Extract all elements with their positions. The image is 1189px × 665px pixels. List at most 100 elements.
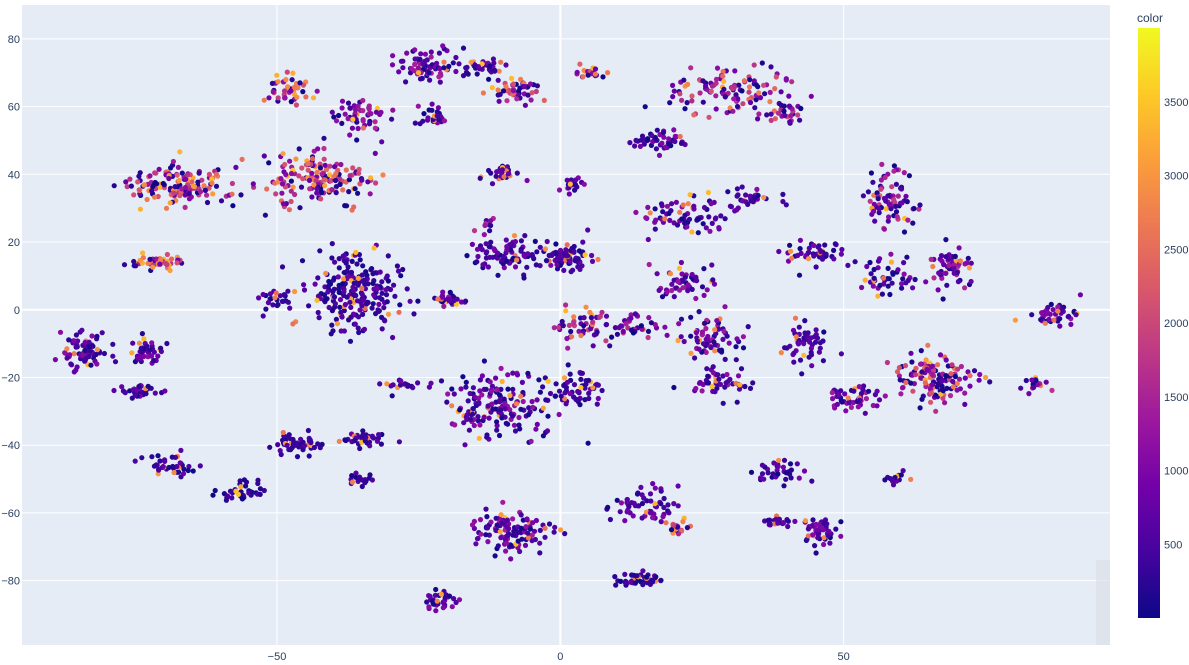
scatter-point	[476, 401, 482, 407]
scatter-point	[929, 363, 936, 369]
scatter-point	[349, 258, 355, 264]
scatter-point	[71, 351, 77, 357]
scatter-point	[162, 388, 168, 394]
scatter-point	[958, 363, 965, 370]
scatter-point	[94, 333, 100, 339]
scatter-point	[441, 118, 448, 124]
scatter-point	[229, 180, 235, 187]
scatter-point	[943, 270, 949, 276]
scatter-point	[936, 270, 942, 276]
scatter-point	[517, 426, 523, 432]
scatter-point	[811, 334, 818, 340]
scatter-point	[983, 374, 989, 381]
scatter-point	[650, 515, 656, 521]
scatter-point	[151, 357, 157, 364]
scatter-point	[394, 263, 400, 269]
scatter-point	[336, 112, 342, 119]
scatter-point	[573, 396, 579, 403]
scatter-point	[169, 256, 175, 262]
scatter-point	[597, 313, 604, 319]
scatter-point	[368, 111, 374, 117]
scatter-point	[71, 369, 77, 375]
scatter-point	[660, 130, 667, 136]
scatter-point	[590, 319, 596, 325]
scatter-point	[932, 392, 939, 398]
scatter-point	[542, 525, 548, 531]
scatter-point	[557, 253, 563, 259]
scatter-point	[798, 250, 804, 256]
scatter-point	[149, 454, 155, 460]
scatter-point	[971, 368, 978, 374]
scatter-point	[499, 378, 505, 385]
scatter-point	[477, 377, 483, 383]
scatter-point	[732, 68, 738, 74]
scatter-point	[704, 366, 710, 372]
scatter-point	[1055, 318, 1061, 324]
scatter-point	[278, 176, 284, 182]
scatter-point	[675, 279, 681, 285]
scatter-point	[579, 370, 586, 376]
scatter-point	[526, 405, 532, 411]
scatter-point	[64, 355, 70, 361]
scatter-point	[407, 298, 413, 304]
scatter-point	[317, 248, 323, 254]
scatter-point	[296, 173, 302, 179]
scatter-point	[189, 179, 195, 185]
scatter-point	[780, 464, 787, 470]
scatter-point	[646, 261, 652, 268]
scatter-point	[860, 193, 867, 199]
scatter-point	[571, 320, 577, 326]
scatter-point	[378, 109, 384, 115]
scatter-point	[656, 152, 663, 158]
scatter-point	[478, 246, 485, 252]
scatter-point	[332, 164, 338, 170]
scatter-point	[962, 401, 968, 407]
scatter-point	[919, 369, 925, 375]
scatter-point	[360, 297, 366, 303]
scatter-point	[128, 183, 134, 189]
scatter-point	[722, 94, 728, 100]
scatter-point	[756, 90, 762, 96]
scatter-point	[882, 393, 888, 399]
scatter-point	[911, 205, 917, 212]
scatter-point	[786, 103, 793, 109]
scatter-point	[1055, 304, 1061, 310]
scatter-point	[338, 309, 344, 315]
scatter-point	[147, 347, 153, 353]
scatter-point	[440, 605, 446, 611]
scatter-point	[434, 113, 440, 119]
colorbar-tick-label: 2500	[1164, 244, 1188, 256]
scatter-point	[530, 253, 536, 259]
scatter-point	[520, 398, 526, 405]
scatter-point	[533, 517, 540, 524]
scatter-point	[647, 491, 654, 497]
scatter-point	[212, 487, 218, 494]
scatter-point	[170, 463, 176, 470]
scatter-point	[895, 267, 901, 273]
scatter-point	[336, 256, 342, 262]
scatter-point	[441, 59, 447, 65]
scatter-point	[501, 174, 507, 180]
scatter-point	[345, 100, 352, 106]
scatter-point	[341, 289, 347, 295]
x-axis-ticks: −50 0 50	[268, 651, 850, 663]
scatter-point	[462, 442, 468, 448]
scatter-point	[495, 543, 501, 549]
scatter-point	[809, 363, 815, 369]
scatter-point	[540, 384, 546, 390]
scatter-point	[478, 531, 484, 537]
scatter-point	[950, 384, 956, 390]
scatter-point	[441, 303, 447, 309]
scatter-point	[281, 88, 288, 94]
scatter-point	[454, 296, 460, 302]
scatter-point	[709, 262, 715, 268]
scatter-point	[494, 419, 500, 425]
scatter-point	[652, 206, 658, 212]
scatter-point	[507, 542, 513, 548]
scatter-point	[514, 170, 520, 176]
scatter-point	[556, 324, 562, 330]
scatter-point	[499, 520, 505, 526]
scatter-point	[795, 112, 801, 118]
scatter-point	[666, 141, 672, 147]
